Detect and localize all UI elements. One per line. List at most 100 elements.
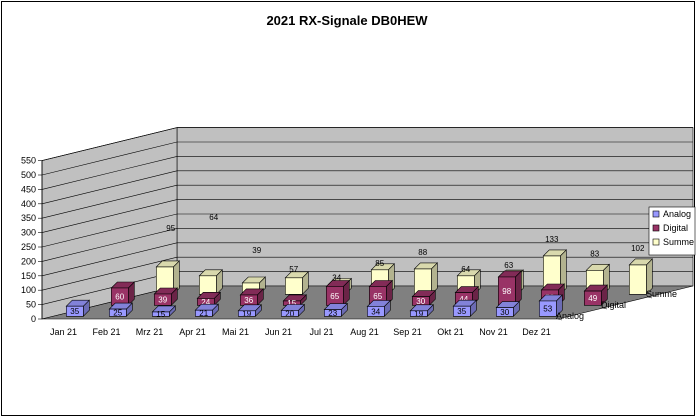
gridline-side (41, 256, 178, 291)
bar-digital (411, 289, 437, 307)
data-label: 36 (244, 296, 253, 305)
bar-front (199, 275, 217, 295)
gridline-side (41, 156, 178, 190)
data-label: 30 (500, 308, 509, 317)
bar-front (628, 264, 647, 295)
bar-digital (196, 291, 222, 307)
legend-entry-analog: Analog (663, 209, 691, 219)
data-label: 25 (113, 309, 122, 318)
data-label: 85 (375, 259, 384, 268)
legend-swatch-analog (652, 210, 660, 218)
bar-digital (239, 288, 265, 307)
bar-front (238, 310, 256, 317)
legend-entry-summe: Summe (663, 237, 694, 247)
bar-front (538, 300, 557, 317)
bar-summe (198, 269, 224, 296)
series-axis-label: Analog (556, 311, 584, 321)
data-label: 64 (461, 265, 470, 274)
bar-analog (538, 294, 564, 318)
data-label: 63 (504, 261, 513, 270)
data-label: 34 (332, 273, 341, 282)
x-tick-label: Nov 21 (479, 327, 508, 337)
data-label: 102 (631, 244, 645, 253)
bar-front (452, 305, 471, 317)
bar-analog (409, 304, 435, 318)
legend-swatch-digital (652, 224, 660, 232)
y-tick-label: 400 (21, 199, 36, 209)
bar-analog (323, 302, 349, 318)
bar-front (495, 307, 514, 317)
x-tick-label: Apr 21 (179, 327, 206, 337)
gridline-side (41, 184, 178, 219)
bar-summe (155, 260, 181, 296)
bar-front (152, 311, 170, 317)
y-tick-label: 500 (21, 170, 36, 180)
bar-summe (284, 271, 310, 296)
depth-tick (647, 296, 653, 299)
y-tick-label: 550 (21, 156, 36, 166)
bar-front (323, 309, 342, 317)
bar-front (109, 308, 127, 317)
data-label: 57 (289, 265, 298, 274)
bar-front (66, 305, 84, 317)
x-tick-label: Dez 21 (522, 327, 551, 337)
y-tick-label: 350 (21, 213, 36, 223)
gridline-side (41, 141, 178, 176)
data-label: 49 (588, 294, 597, 303)
data-label: 44 (459, 295, 468, 304)
bar-analog (194, 303, 220, 318)
bar-analog (65, 299, 91, 318)
bar-analog (452, 299, 478, 318)
y-tick-label: 150 (21, 271, 36, 281)
x-tick-label: Aug 21 (350, 327, 379, 337)
bar-digital (153, 287, 179, 307)
bar-front (280, 310, 299, 317)
legend-entry-digital: Digital (663, 223, 688, 233)
gridline-side (41, 228, 178, 262)
data-label: 15 (156, 310, 165, 319)
data-label: 98 (502, 287, 511, 296)
bar-analog (108, 302, 134, 318)
data-label: 65 (330, 292, 339, 301)
depth-tick (602, 307, 608, 310)
gridline-side (41, 271, 178, 305)
series-axis-label: Summe (646, 289, 677, 299)
data-label: 133 (545, 235, 559, 244)
x-tick-label: Mai 21 (222, 327, 249, 337)
data-label: 53 (543, 305, 552, 314)
x-tick-label: Sep 21 (393, 327, 422, 337)
data-label: 34 (371, 307, 380, 316)
bar-analog (366, 299, 392, 318)
gridline-side (41, 127, 178, 161)
data-label: 65 (373, 292, 382, 301)
data-label: 19 (414, 310, 423, 319)
legend: Analog Digital Summe (648, 206, 696, 256)
data-label: 39 (252, 246, 261, 255)
data-label: 20 (285, 309, 294, 318)
bar-analog (237, 304, 263, 318)
back-wall (176, 127, 694, 287)
gridline-side (41, 170, 178, 205)
data-label: 39 (158, 296, 167, 305)
bar-digital (325, 279, 351, 307)
bar-digital (497, 270, 523, 307)
data-label: 88 (418, 248, 427, 257)
y-tick-label: 50 (26, 300, 36, 310)
x-tick-label: Jun 21 (265, 327, 292, 337)
y-tick-label: 100 (21, 285, 36, 295)
bar-analog (495, 300, 521, 318)
gridline-side (41, 213, 178, 248)
y-tick-label: 300 (21, 228, 36, 238)
bar-front (583, 290, 602, 306)
depth-tick (557, 318, 563, 321)
bar-analog (280, 303, 306, 318)
data-label: 30 (416, 297, 425, 306)
bar-digital (110, 281, 136, 307)
bar-analog (151, 305, 177, 318)
data-label: 21 (199, 309, 208, 318)
x-tick-label: Okt 21 (437, 327, 464, 337)
data-label: 15 (287, 299, 296, 308)
bar-front (366, 306, 385, 317)
data-label: 64 (209, 213, 218, 222)
